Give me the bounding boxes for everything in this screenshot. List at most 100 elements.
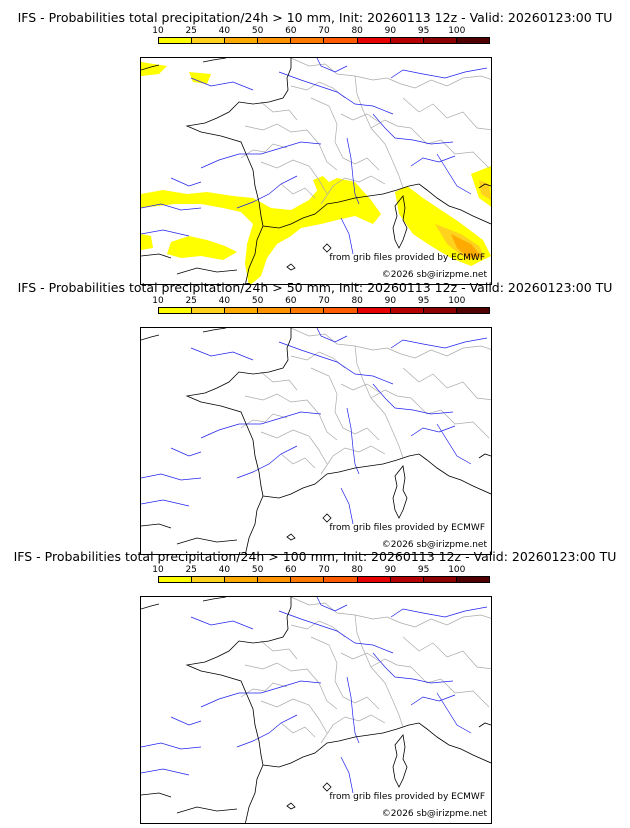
panel-title: IFS - Probabilities total precipitation/…	[17, 10, 613, 25]
admin-border	[290, 58, 491, 89]
admin-border	[370, 389, 412, 399]
scale-segment	[357, 38, 391, 43]
coastline	[322, 782, 332, 792]
scale-tick-label: 70	[318, 565, 330, 575]
admin-border	[244, 123, 338, 171]
scale-tick-label: 95	[417, 296, 430, 306]
river	[190, 347, 254, 361]
scale-segment	[291, 38, 325, 43]
scale-tick-label: 10	[152, 26, 164, 36]
river	[170, 447, 202, 457]
scale-tick-label: 100	[448, 26, 466, 36]
river	[190, 77, 254, 91]
scale-tick-label: 25	[185, 296, 197, 306]
admin-border	[340, 113, 380, 123]
scale-segment	[192, 38, 226, 43]
admin-border	[260, 371, 298, 391]
admin-border	[354, 345, 404, 459]
scale-tick-label: 60	[285, 296, 297, 306]
admin-border	[290, 597, 491, 628]
admin-border-layer	[240, 328, 491, 475]
coastline-layer	[141, 597, 491, 823]
admin-border	[370, 658, 412, 668]
coastline	[392, 734, 408, 788]
admin-border	[340, 652, 380, 662]
scale-ticks: 10 25 40 50 60 70 80 90 95 100	[152, 26, 490, 36]
coastline	[185, 597, 491, 768]
scale-tick-label: 40	[218, 565, 231, 575]
scale-tick-label: 90	[384, 26, 397, 36]
river	[436, 153, 472, 195]
admin-border	[240, 143, 288, 159]
scale-tick-label: 50	[251, 565, 264, 575]
river	[340, 487, 354, 525]
admin-border	[340, 383, 380, 393]
scale-segment	[423, 308, 457, 313]
scale-tick-label: 40	[218, 26, 231, 36]
river	[410, 694, 456, 706]
scale-segment	[390, 38, 424, 43]
admin-border-layer	[240, 597, 491, 744]
river	[390, 606, 488, 618]
river	[346, 137, 360, 205]
coastline	[141, 603, 160, 610]
river	[200, 680, 322, 708]
scale-segment	[192, 577, 226, 582]
scale-segment	[291, 577, 325, 582]
color-scale: 10 25 40 50 60 70 80 90 95 100	[152, 296, 490, 315]
scale-segment	[357, 577, 391, 582]
coastline	[322, 513, 332, 523]
admin-border	[260, 429, 328, 465]
scale-bar	[158, 307, 490, 314]
river	[436, 692, 472, 734]
source-credit: from grib files provided by ECMWF	[329, 523, 485, 533]
probability-area	[189, 72, 211, 84]
river	[316, 58, 348, 73]
scale-segment	[324, 577, 358, 582]
copyright-text: ©2026 sb@irizpme.net	[381, 540, 487, 550]
scale-tick-label: 90	[384, 296, 397, 306]
probability-area	[167, 236, 237, 260]
coastline	[286, 802, 296, 810]
admin-border	[370, 119, 412, 129]
admin-border	[310, 636, 380, 710]
river	[190, 616, 254, 630]
scale-segment	[159, 577, 193, 582]
river-layer	[141, 58, 488, 255]
admin-border	[354, 75, 404, 189]
scale-segment	[423, 577, 457, 582]
probability-area	[451, 234, 481, 258]
admin-border	[260, 101, 298, 121]
river	[141, 499, 190, 507]
copyright-text: ©2026 sb@irizpme.net	[381, 270, 487, 280]
map-canvas	[141, 58, 491, 284]
source-credit: from grib files provided by ECMWF	[329, 792, 485, 802]
copyright-text: ©2026 sb@irizpme.net	[381, 809, 487, 819]
coastline	[245, 764, 264, 823]
color-scale: 10 25 40 50 60 70 80 90 95 100	[152, 26, 490, 45]
river-layer	[141, 328, 488, 525]
admin-border	[280, 722, 316, 738]
scale-tick-label: 10	[152, 565, 164, 575]
scale-tick-label: 70	[318, 296, 330, 306]
river	[436, 423, 472, 465]
coastline	[202, 328, 227, 333]
river	[200, 141, 322, 169]
coastline	[176, 537, 238, 545]
admin-border	[260, 698, 328, 734]
coastline	[176, 806, 238, 814]
admin-border	[402, 367, 491, 401]
river	[316, 328, 348, 343]
river	[346, 676, 360, 744]
scale-tick-label: 70	[318, 26, 330, 36]
river	[372, 652, 454, 684]
precip-map: from grib files provided by ECMWF ©2026 …	[140, 596, 492, 824]
scale-tick-label: 25	[185, 26, 197, 36]
scale-segment	[423, 38, 457, 43]
coastline	[185, 328, 491, 499]
scale-tick-label: 90	[384, 565, 397, 575]
panel-title: IFS - Probabilities total precipitation/…	[13, 549, 617, 564]
river	[390, 337, 488, 349]
admin-border	[280, 453, 316, 469]
admin-border	[260, 640, 298, 660]
